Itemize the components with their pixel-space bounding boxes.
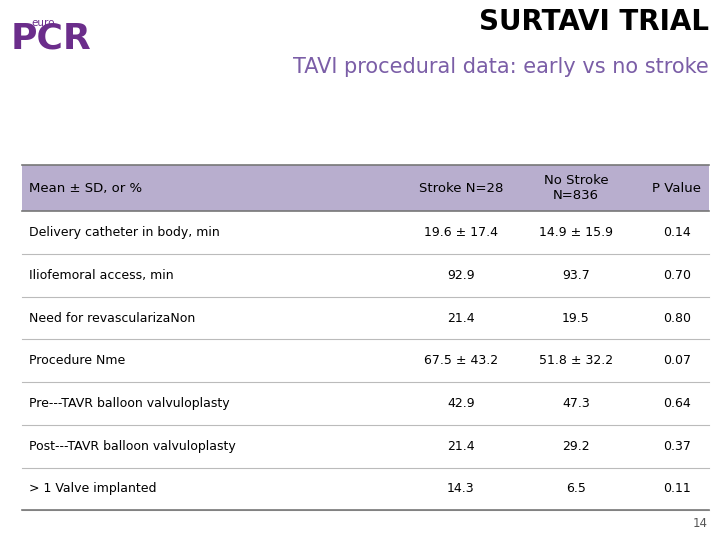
Text: 0.11: 0.11	[663, 482, 690, 495]
Text: 0.80: 0.80	[663, 312, 690, 325]
Text: Post---TAVR balloon valvuloplasty: Post---TAVR balloon valvuloplasty	[29, 440, 235, 453]
Text: 14.3: 14.3	[447, 482, 474, 495]
Text: 92.9: 92.9	[447, 269, 474, 282]
Text: Mean ± SD, or %: Mean ± SD, or %	[29, 181, 142, 194]
Text: Iliofemoral access, min: Iliofemoral access, min	[29, 269, 174, 282]
Text: 19.6 ± 17.4: 19.6 ± 17.4	[424, 226, 498, 239]
Text: 6.5: 6.5	[566, 482, 586, 495]
Text: SURTAVI TRIAL: SURTAVI TRIAL	[480, 8, 709, 36]
Text: 21.4: 21.4	[447, 312, 474, 325]
Text: 93.7: 93.7	[562, 269, 590, 282]
Text: 0.07: 0.07	[663, 354, 690, 367]
Text: 0.64: 0.64	[663, 397, 690, 410]
Text: 0.14: 0.14	[663, 226, 690, 239]
Text: 29.2: 29.2	[562, 440, 590, 453]
Text: Need for revascularizaNon: Need for revascularizaNon	[29, 312, 195, 325]
Text: 0.37: 0.37	[663, 440, 690, 453]
Text: 14.9 ± 15.9: 14.9 ± 15.9	[539, 226, 613, 239]
Text: euro: euro	[31, 18, 55, 28]
Text: Delivery catheter in body, min: Delivery catheter in body, min	[29, 226, 220, 239]
Text: No Stroke
N=836: No Stroke N=836	[544, 174, 608, 202]
Text: 67.5 ± 43.2: 67.5 ± 43.2	[424, 354, 498, 367]
Text: 0.70: 0.70	[663, 269, 690, 282]
Text: 14: 14	[693, 517, 708, 530]
Text: Pre---TAVR balloon valvuloplasty: Pre---TAVR balloon valvuloplasty	[29, 397, 230, 410]
Text: 47.3: 47.3	[562, 397, 590, 410]
Text: > 1 Valve implanted: > 1 Valve implanted	[29, 482, 156, 495]
Text: 21.4: 21.4	[447, 440, 474, 453]
Text: Procedure Nme: Procedure Nme	[29, 354, 125, 367]
Text: 19.5: 19.5	[562, 312, 590, 325]
Text: 42.9: 42.9	[447, 397, 474, 410]
Text: 51.8 ± 32.2: 51.8 ± 32.2	[539, 354, 613, 367]
Text: Stroke N=28: Stroke N=28	[418, 181, 503, 194]
Bar	[22, 165, 709, 211]
Text: PCR: PCR	[11, 22, 91, 56]
Text: P Value: P Value	[652, 181, 701, 194]
Text: TAVI procedural data: early vs no stroke: TAVI procedural data: early vs no stroke	[294, 57, 709, 77]
